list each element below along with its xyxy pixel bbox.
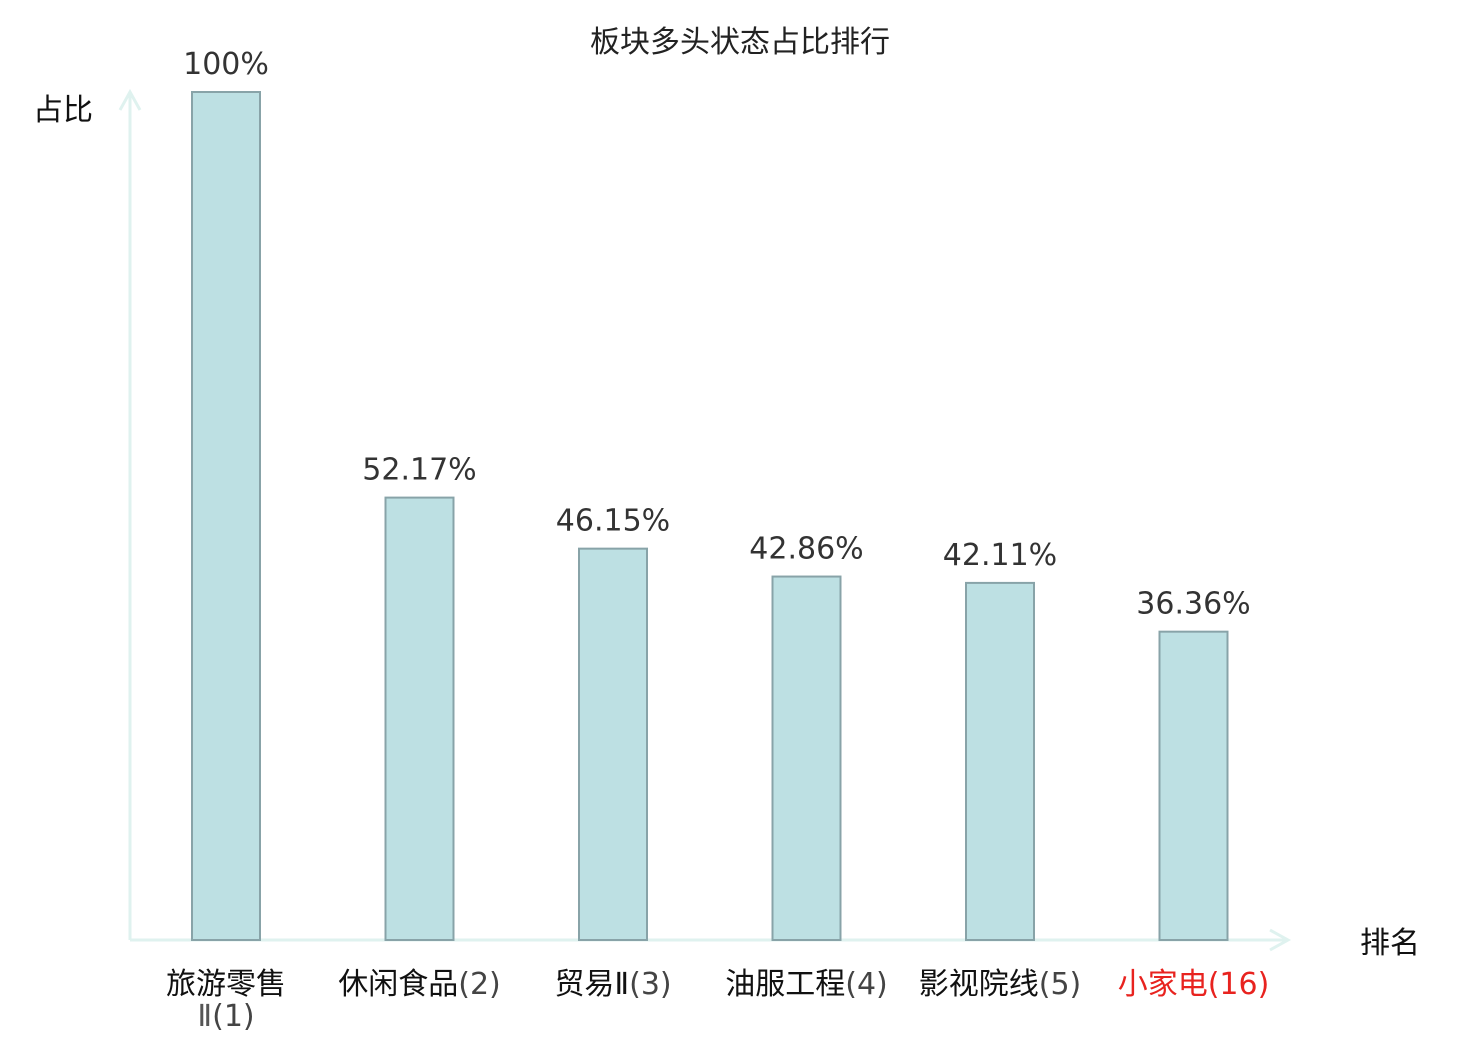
x-tick-label: 旅游零售 <box>166 967 286 1002</box>
bar <box>578 547 648 941</box>
category-rank: (1) <box>212 999 255 1034</box>
data-label: 42.86% <box>749 532 863 567</box>
category-rank: (5) <box>1039 967 1082 1002</box>
category-name: 休闲食品 <box>338 967 458 1002</box>
x-tick-label: 油服工程(4) <box>725 967 888 1002</box>
x-axis-label: 排名 <box>1360 926 1420 961</box>
category-name: 贸易Ⅱ <box>554 967 629 1002</box>
bar <box>384 496 455 941</box>
data-label: 100% <box>183 47 269 82</box>
y-axis-label: 占比 <box>33 93 93 128</box>
category-name-cont: Ⅱ <box>197 999 212 1034</box>
bars <box>191 91 1229 942</box>
bar <box>1158 630 1229 941</box>
category-rank: (3) <box>629 967 672 1002</box>
x-tick-label: 贸易Ⅱ(3) <box>554 967 671 1002</box>
category-name: 旅游零售 <box>166 967 286 1002</box>
bar <box>965 581 1035 942</box>
category-rank: (4) <box>845 967 888 1002</box>
data-label: 42.11% <box>943 538 1057 573</box>
bar <box>191 91 261 941</box>
category-name: 小家电 <box>1118 967 1208 1002</box>
category-rank: (16) <box>1208 967 1270 1002</box>
data-label: 36.36% <box>1136 587 1250 622</box>
category-name: 油服工程 <box>725 967 845 1002</box>
value-labels: 100% 52.17% 46.15% 42.86% 42.11% 36.36% <box>183 47 1251 622</box>
y-axis-arrow <box>118 88 142 111</box>
x-axis-arrow <box>1269 928 1292 952</box>
x-tick-label: 影视院线(5) <box>919 967 1082 1002</box>
data-label: 46.15% <box>556 504 670 539</box>
chart-title: 板块多头状态占比排行 <box>590 25 890 60</box>
category-rank: (2) <box>458 967 501 1002</box>
x-tick-label: 休闲食品(2) <box>338 967 501 1002</box>
bar <box>771 575 842 941</box>
x-tick-label: 小家电(16) <box>1118 967 1270 1002</box>
x-tick-label-line2: Ⅱ(1) <box>197 999 254 1034</box>
data-label: 52.17% <box>362 453 476 488</box>
category-name: 影视院线 <box>919 967 1039 1002</box>
